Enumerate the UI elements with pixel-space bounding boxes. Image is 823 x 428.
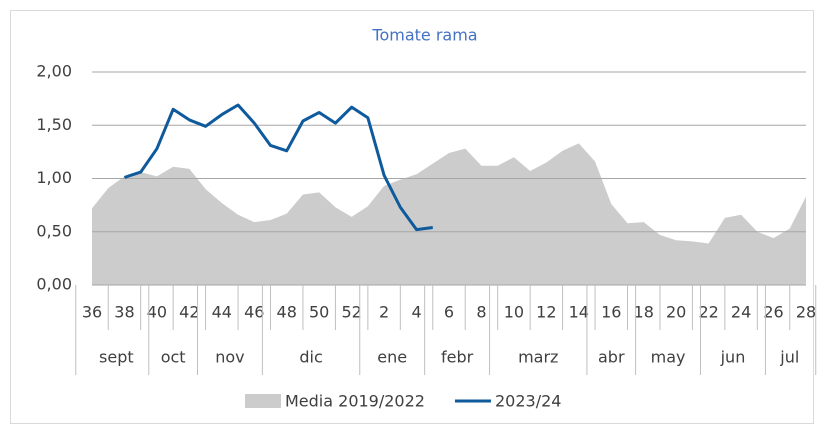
month-label: nov bbox=[215, 348, 244, 367]
month-label: febr bbox=[441, 348, 474, 367]
x-tick-label: 36 bbox=[82, 303, 102, 322]
month-label: sept bbox=[99, 348, 134, 367]
x-tick-label: 48 bbox=[277, 303, 297, 322]
month-label: marz bbox=[518, 348, 558, 367]
legend-label: Media 2019/2022 bbox=[285, 392, 425, 411]
x-tick-label: 42 bbox=[179, 303, 199, 322]
x-tick-label: 6 bbox=[444, 303, 454, 322]
x-tick-label: 46 bbox=[244, 303, 264, 322]
x-tick-label: 4 bbox=[411, 303, 421, 322]
month-label: oct bbox=[161, 348, 186, 367]
x-tick-label: 2 bbox=[379, 303, 389, 322]
y-tick-label: 1,00 bbox=[36, 168, 72, 187]
x-tick-label: 16 bbox=[601, 303, 621, 322]
month-label: dic bbox=[299, 348, 322, 367]
legend-label: 2023/24 bbox=[495, 392, 561, 411]
x-tick-label: 10 bbox=[504, 303, 524, 322]
x-tick-label: 52 bbox=[341, 303, 361, 322]
legend-swatch bbox=[245, 394, 281, 408]
y-tick-label: 0,50 bbox=[36, 221, 72, 240]
area bbox=[92, 143, 806, 285]
x-tick-label: 44 bbox=[212, 303, 232, 322]
x-tick-label: 28 bbox=[796, 303, 816, 322]
x-tick-label: 38 bbox=[114, 303, 134, 322]
line bbox=[123, 103, 433, 232]
month-label: jun bbox=[720, 348, 746, 367]
x-tick-label: 40 bbox=[147, 303, 167, 322]
x-tick-label: 18 bbox=[634, 303, 654, 322]
x-tick-label: 14 bbox=[569, 303, 589, 322]
x-tick-label: 20 bbox=[666, 303, 686, 322]
y-tick-label: 2,00 bbox=[36, 62, 72, 81]
month-label: jul bbox=[779, 348, 799, 367]
x-tick-label: 8 bbox=[476, 303, 486, 322]
x-tick-label: 22 bbox=[698, 303, 718, 322]
x-tick-label: 26 bbox=[763, 303, 783, 322]
x-tick-label: 12 bbox=[536, 303, 556, 322]
y-tick-label: 0,00 bbox=[36, 275, 72, 294]
chart-title: Tomate rama bbox=[371, 26, 477, 45]
y-tick-label: 1,50 bbox=[36, 115, 72, 134]
x-tick-label: 50 bbox=[309, 303, 329, 322]
month-label: may bbox=[651, 348, 686, 367]
month-label: ene bbox=[377, 348, 407, 367]
month-label: abr bbox=[598, 348, 625, 367]
x-tick-label: 24 bbox=[731, 303, 751, 322]
